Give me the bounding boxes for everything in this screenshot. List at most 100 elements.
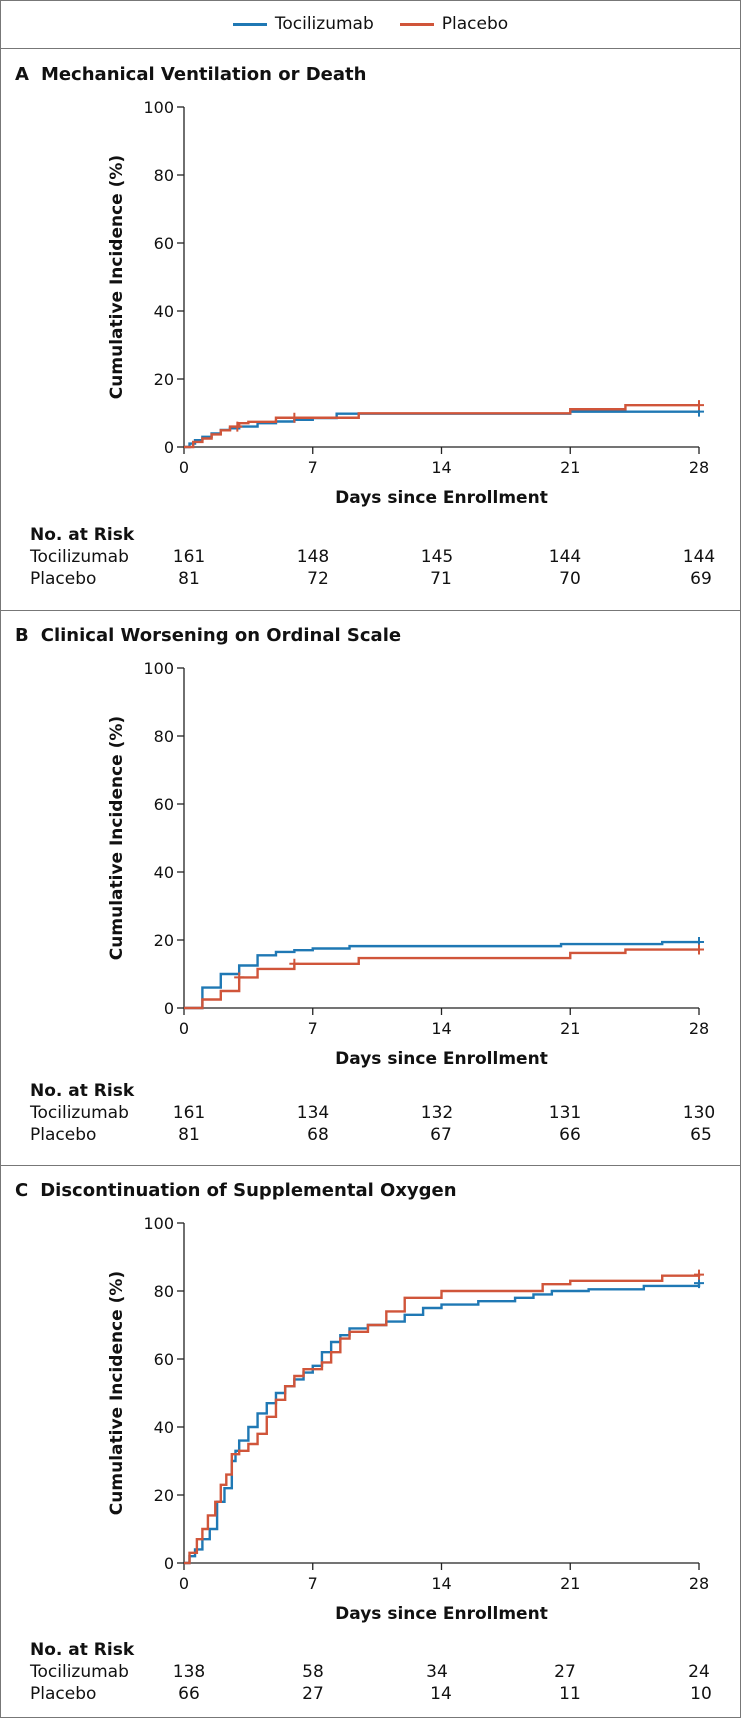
panel-letter: C	[15, 1180, 29, 1201]
x-tick-label: 0	[179, 458, 189, 477]
series-line-placebo	[184, 948, 699, 1010]
y-tick-label: 20	[154, 370, 174, 389]
risk-label-tocilizumab: Tocilizumab	[30, 1662, 129, 1682]
y-tick-label: 20	[154, 1486, 174, 1505]
censor-mark	[289, 958, 300, 969]
risk-header: No. at Risk	[30, 1081, 135, 1101]
legend-label-tocilizumab: Tocilizumab	[274, 14, 374, 34]
panel-divider	[0, 610, 741, 611]
risk-label-tocilizumab: Tocilizumab	[30, 1103, 129, 1123]
y-axis-label: Cumulative Incidence (%)	[107, 155, 127, 399]
risk-value: 145	[420, 547, 454, 567]
y-tick-label: 40	[154, 302, 174, 321]
legend-swatch-placebo	[399, 22, 434, 26]
x-tick-label: 28	[689, 1019, 709, 1038]
panel-title: C Discontinuation of Supplemental Oxygen	[15, 1180, 457, 1201]
panel-title-text: Discontinuation of Supplemental Oxygen	[40, 1180, 457, 1201]
x-tick-label: 0	[179, 1574, 189, 1593]
risk-value: 27	[302, 1684, 324, 1704]
risk-value: 71	[430, 569, 452, 589]
legend: Tocilizumab Placebo	[0, 0, 741, 49]
y-tick-label: 0	[164, 1554, 174, 1573]
y-axis-label: Cumulative Incidence (%)	[107, 1271, 127, 1515]
y-tick-label: 100	[143, 1214, 174, 1233]
risk-value: 65	[690, 1125, 712, 1145]
panel-letter: A	[15, 64, 29, 85]
y-tick-label: 20	[154, 931, 174, 950]
risk-label-tocilizumab: Tocilizumab	[30, 547, 129, 567]
x-tick-label: 14	[431, 1574, 451, 1593]
panel-divider	[0, 1165, 741, 1166]
risk-value: 34	[426, 1662, 448, 1682]
x-tick-label: 7	[308, 1019, 318, 1038]
risk-value: 67	[430, 1125, 452, 1145]
risk-value: 11	[559, 1684, 581, 1704]
panel-c: C Discontinuation of Supplemental Oxygen …	[0, 1166, 741, 1718]
series-line-tocilizumab	[184, 410, 699, 449]
legend-item-placebo: Placebo	[399, 14, 509, 34]
censor-mark	[234, 972, 245, 983]
x-tick-label: 28	[689, 1574, 709, 1593]
censor-mark	[694, 1269, 704, 1280]
x-tick-label: 21	[560, 458, 580, 477]
x-tick-label: 14	[431, 1019, 451, 1038]
risk-value: 138	[172, 1662, 206, 1682]
risk-value: 27	[554, 1662, 576, 1682]
censor-mark	[694, 944, 704, 955]
risk-value: 69	[690, 569, 712, 589]
x-axis-label: Days since Enrollment	[335, 1049, 548, 1069]
risk-value: 10	[690, 1684, 712, 1704]
y-tick-label: 40	[154, 863, 174, 882]
x-tick-label: 21	[560, 1019, 580, 1038]
y-tick-label: 60	[154, 795, 174, 814]
y-tick-label: 60	[154, 1350, 174, 1369]
series-line-tocilizumab	[184, 1283, 701, 1565]
risk-value: 81	[178, 569, 200, 589]
x-tick-label: 14	[431, 458, 451, 477]
x-tick-label: 28	[689, 458, 709, 477]
risk-header: No. at Risk	[30, 525, 135, 545]
x-tick-label: 0	[179, 1019, 189, 1038]
y-tick-label: 80	[154, 1282, 174, 1301]
legend-label-placebo: Placebo	[441, 14, 509, 34]
y-tick-label: 100	[143, 98, 174, 117]
legend-item-tocilizumab: Tocilizumab	[232, 14, 374, 34]
risk-value: 24	[688, 1662, 710, 1682]
panel-title: B Clinical Worsening on Ordinal Scale	[15, 625, 401, 646]
risk-value: 81	[178, 1125, 200, 1145]
risk-label-placebo: Placebo	[30, 1125, 97, 1145]
risk-value: 70	[559, 569, 581, 589]
y-tick-label: 0	[164, 438, 174, 457]
chart-a: 0 20 40 60 80 100 0 7 14 21 28 Days since Enrollmen…	[107, 98, 709, 508]
risk-value: 130	[682, 1103, 716, 1123]
series-line-placebo	[184, 1274, 701, 1565]
series-line-tocilizumab	[184, 940, 699, 1010]
y-tick-label: 40	[154, 1418, 174, 1437]
panel-b: B Clinical Worsening on Ordinal Scale 0 20…	[0, 611, 741, 1165]
risk-value: 144	[682, 547, 716, 567]
x-axis-label: Days since Enrollment	[335, 1604, 548, 1624]
risk-value: 72	[307, 569, 329, 589]
panel-title-text: Mechanical Ventilation or Death	[40, 64, 367, 85]
series-line-placebo	[184, 403, 699, 449]
risk-value: 161	[172, 1103, 206, 1123]
risk-value: 132	[420, 1103, 454, 1123]
panel-letter: B	[15, 625, 29, 646]
panel-title-text: Clinical Worsening on Ordinal Scale	[40, 625, 402, 646]
panel-title: A Mechanical Ventilation or Death	[15, 64, 366, 85]
risk-label-placebo: Placebo	[30, 1684, 97, 1704]
risk-value: 148	[296, 547, 330, 567]
y-tick-label: 100	[143, 659, 174, 678]
y-tick-label: 60	[154, 234, 174, 253]
censor-mark	[232, 421, 243, 432]
x-axis-label: Days since Enrollment	[335, 488, 548, 508]
censor-mark	[694, 1278, 704, 1289]
y-tick-label: 0	[164, 999, 174, 1018]
y-tick-label: 80	[154, 166, 174, 185]
censor-mark	[289, 412, 300, 423]
x-tick-label: 21	[560, 1574, 580, 1593]
risk-value: 68	[307, 1125, 329, 1145]
risk-value: 66	[178, 1684, 200, 1704]
risk-value: 131	[548, 1103, 582, 1123]
